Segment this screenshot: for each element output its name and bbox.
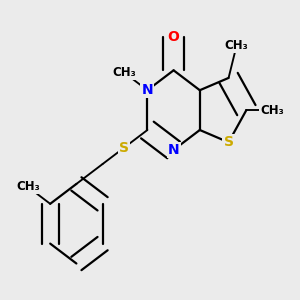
Text: O: O [168,29,179,44]
Text: CH₃: CH₃ [112,66,136,79]
Text: CH₃: CH₃ [225,39,248,52]
Text: N: N [168,143,179,157]
Text: S: S [224,135,234,149]
Text: S: S [119,141,129,155]
Text: N: N [142,83,153,97]
Text: CH₃: CH₃ [260,103,284,117]
Text: CH₃: CH₃ [16,180,40,194]
